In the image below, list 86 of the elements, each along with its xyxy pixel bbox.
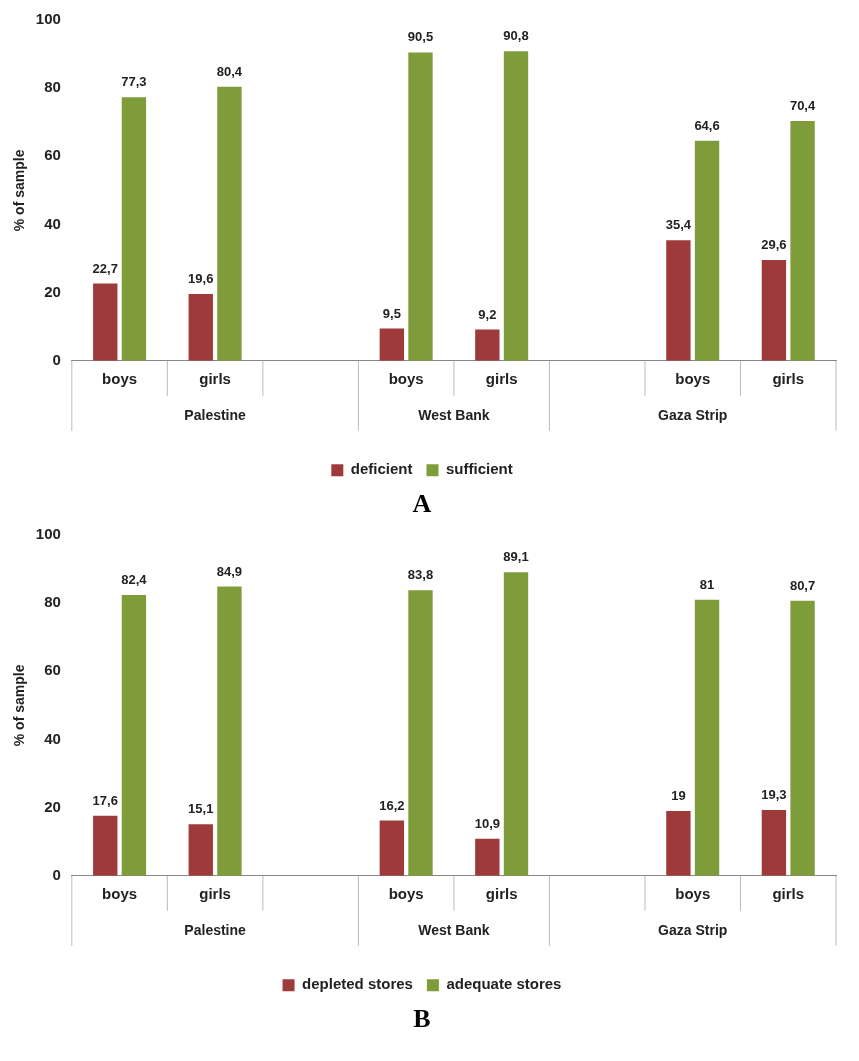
bar [379, 820, 404, 876]
bar [475, 329, 500, 361]
data-label: 19,6 [188, 271, 214, 287]
y-tick-label: 0 [52, 350, 61, 368]
bar [93, 283, 118, 361]
y-tick-label: 100 [35, 525, 61, 543]
data-label: 16,2 [379, 797, 405, 813]
bar [379, 328, 404, 361]
legend-label: sufficient [446, 460, 513, 478]
y-tick-label: 80 [44, 78, 61, 96]
bar [188, 824, 213, 876]
text: Palestine [184, 406, 247, 423]
x-tick-label: girls [772, 369, 805, 387]
text: West Bank [418, 921, 490, 938]
y-axis-title: % of sample [11, 149, 28, 232]
data-label: 81 [699, 576, 715, 592]
data-label: 80,4 [216, 63, 243, 79]
y-tick-label: 40 [44, 729, 61, 747]
legend-label: adequate stores [446, 975, 562, 993]
y-tick-label: 20 [44, 797, 61, 815]
data-label: 29,6 [761, 237, 787, 252]
bar [408, 590, 433, 876]
bar [666, 240, 691, 361]
data-label: 35,4 [665, 217, 692, 233]
data-label: 90,5 [407, 29, 434, 45]
data-label: 19,3 [761, 787, 787, 803]
bar [790, 600, 815, 876]
data-label: 15,1 [188, 801, 214, 817]
x-tick-label: boys [675, 884, 711, 902]
y-tick-label: 20 [44, 282, 61, 300]
x-tick-label: girls [485, 369, 518, 387]
bar [188, 294, 213, 361]
text: Palestine [184, 921, 247, 938]
data-label: 77,3 [121, 74, 147, 90]
data-label: 84,9 [216, 563, 243, 579]
x-tick-label: boys [102, 369, 138, 387]
data-label: 10,9 [474, 815, 500, 831]
data-label: 70,4 [789, 97, 816, 113]
x-tick-label: boys [388, 884, 424, 902]
y-tick-label: 0 [52, 865, 61, 883]
x-tick-label: boys [388, 369, 424, 387]
bar [475, 838, 500, 876]
data-label: 9,5 [382, 305, 401, 321]
bar [694, 599, 720, 876]
x-tick-label: girls [772, 884, 805, 902]
bar [761, 259, 787, 361]
text: Gaza Strip [658, 406, 728, 423]
data-label: 19 [671, 788, 686, 804]
y-tick-label: 80 [44, 593, 61, 611]
data-label: 90,8 [503, 28, 529, 44]
y-tick-label: 60 [44, 661, 61, 679]
x-tick-label: girls [199, 369, 231, 387]
bar [694, 140, 720, 361]
legend-label: deficient [350, 460, 413, 478]
bar [121, 594, 147, 876]
data-label: 80,7 [789, 577, 816, 593]
x-tick-label: girls [199, 884, 231, 902]
data-label: 9,2 [478, 306, 497, 322]
bar [217, 586, 242, 876]
bar [666, 811, 691, 876]
text: B [413, 1004, 431, 1034]
bar [121, 97, 147, 361]
x-tick-label: girls [485, 884, 518, 902]
data-label: 64,6 [694, 117, 720, 133]
text: Gaza Strip [658, 921, 728, 938]
data-label: 22,7 [92, 260, 118, 276]
bar [93, 815, 118, 876]
x-tick-label: boys [675, 369, 711, 387]
bar [790, 120, 815, 361]
x-tick-label: boys [102, 884, 138, 902]
text: West Bank [418, 406, 490, 423]
data-label: 89,1 [503, 549, 529, 565]
y-axis-title: % of sample [11, 664, 28, 747]
bar [503, 51, 529, 361]
bar [408, 52, 433, 361]
bar [503, 572, 529, 876]
bar [217, 86, 242, 361]
data-label: 82,4 [121, 572, 148, 588]
text: A [412, 489, 432, 519]
data-label: 17,6 [92, 792, 118, 808]
data-label: 83,8 [407, 567, 434, 583]
bar [761, 810, 787, 876]
legend-label: depleted stores [302, 975, 413, 993]
y-tick-label: 100 [35, 10, 61, 28]
y-tick-label: 40 [44, 214, 61, 232]
y-tick-label: 60 [44, 146, 61, 164]
